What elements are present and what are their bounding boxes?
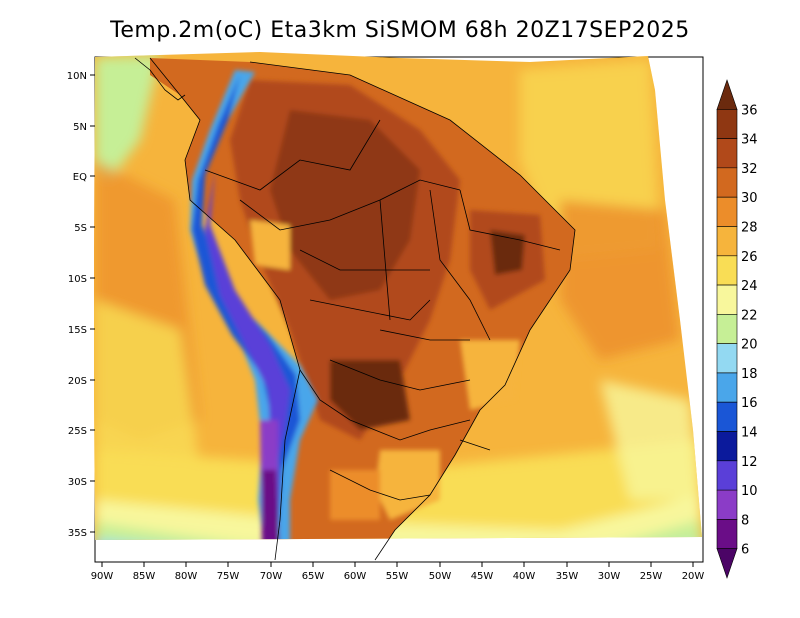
lat-label: EQ <box>73 172 87 183</box>
colorbar-label: 32 <box>741 162 758 177</box>
colorbar-segment <box>716 108 738 139</box>
colorbar-segment <box>716 343 738 374</box>
lon-label: 90W <box>91 571 114 582</box>
lon-label: 50W <box>429 571 452 582</box>
lat-label: 5N <box>73 122 87 133</box>
lon-label: 55W <box>386 571 409 582</box>
lon-label: 40W <box>513 571 536 582</box>
lat-label: 25S <box>68 426 87 437</box>
colorbar-label: 36 <box>741 103 758 118</box>
lon-label: 65W <box>302 571 325 582</box>
colorbar-segment <box>716 284 738 315</box>
colorbar-segment <box>716 431 738 462</box>
colorbar-segment <box>716 314 738 344</box>
lon-label: 30W <box>598 571 621 582</box>
colorbar-label: 6 <box>741 543 749 558</box>
lat-label: 5S <box>74 223 87 234</box>
lat-label: 10N <box>67 71 87 82</box>
colorbar-label: 20 <box>741 338 758 353</box>
lat-label: 35S <box>68 528 87 539</box>
lat-label: 20S <box>68 376 87 387</box>
lon-label: 35W <box>556 571 579 582</box>
temperature-field <box>94 52 702 540</box>
colorbar-label: 26 <box>741 250 758 265</box>
colorbar-label: 30 <box>741 191 758 206</box>
lon-label: 60W <box>344 571 367 582</box>
colorbar-segment <box>716 548 738 579</box>
longitude-axis: 90W 85W 80W 75W 70W 65W 60W 55W 50W 45W … <box>91 562 705 582</box>
colorbar-label: 22 <box>741 308 758 323</box>
colorbar: 36 34 32 30 28 26 24 22 20 18 16 14 12 10 8 6 <box>716 79 758 579</box>
colorbar-segment <box>716 460 738 491</box>
lon-label: 70W <box>260 571 283 582</box>
colorbar-segment <box>716 196 738 227</box>
colorbar-label: 34 <box>741 133 758 148</box>
lon-label: 45W <box>471 571 494 582</box>
colorbar-segment <box>716 401 738 432</box>
lon-label: 20W <box>682 571 705 582</box>
latitude-axis: 10N 5N EQ 5S 10S 15S 20S 25S 30S 35S <box>67 71 95 539</box>
colorbar-label: 10 <box>741 484 758 499</box>
colorbar-label: 28 <box>741 220 758 235</box>
lat-label: 10S <box>68 274 87 285</box>
colorbar-label: 16 <box>741 396 758 411</box>
political-boundaries <box>149 57 576 561</box>
colorbar-segment <box>716 79 738 110</box>
colorbar-segment <box>716 489 738 520</box>
lon-label: 85W <box>133 571 156 582</box>
colorbar-label: 18 <box>741 367 758 382</box>
colorbar-segment <box>716 226 738 257</box>
lon-label: 75W <box>217 571 240 582</box>
colorbar-label: 24 <box>741 279 758 294</box>
colorbar-segment <box>716 519 738 550</box>
colorbar-segment <box>716 138 738 169</box>
lat-label: 30S <box>68 477 87 488</box>
colorbar-label: 12 <box>741 455 758 470</box>
lon-label: 25W <box>640 571 663 582</box>
colorbar-segment <box>716 167 738 198</box>
lon-label: 80W <box>175 571 198 582</box>
colorbar-label: 8 <box>741 513 749 528</box>
colorbar-segment <box>716 255 738 286</box>
lat-label: 15S <box>68 325 87 336</box>
colorbar-label: 14 <box>741 426 758 441</box>
colorbar-segment <box>716 372 738 403</box>
chart-title: Temp.2m(oC) Eta3km SiSMOM 68h 20Z17SEP20… <box>110 18 690 43</box>
